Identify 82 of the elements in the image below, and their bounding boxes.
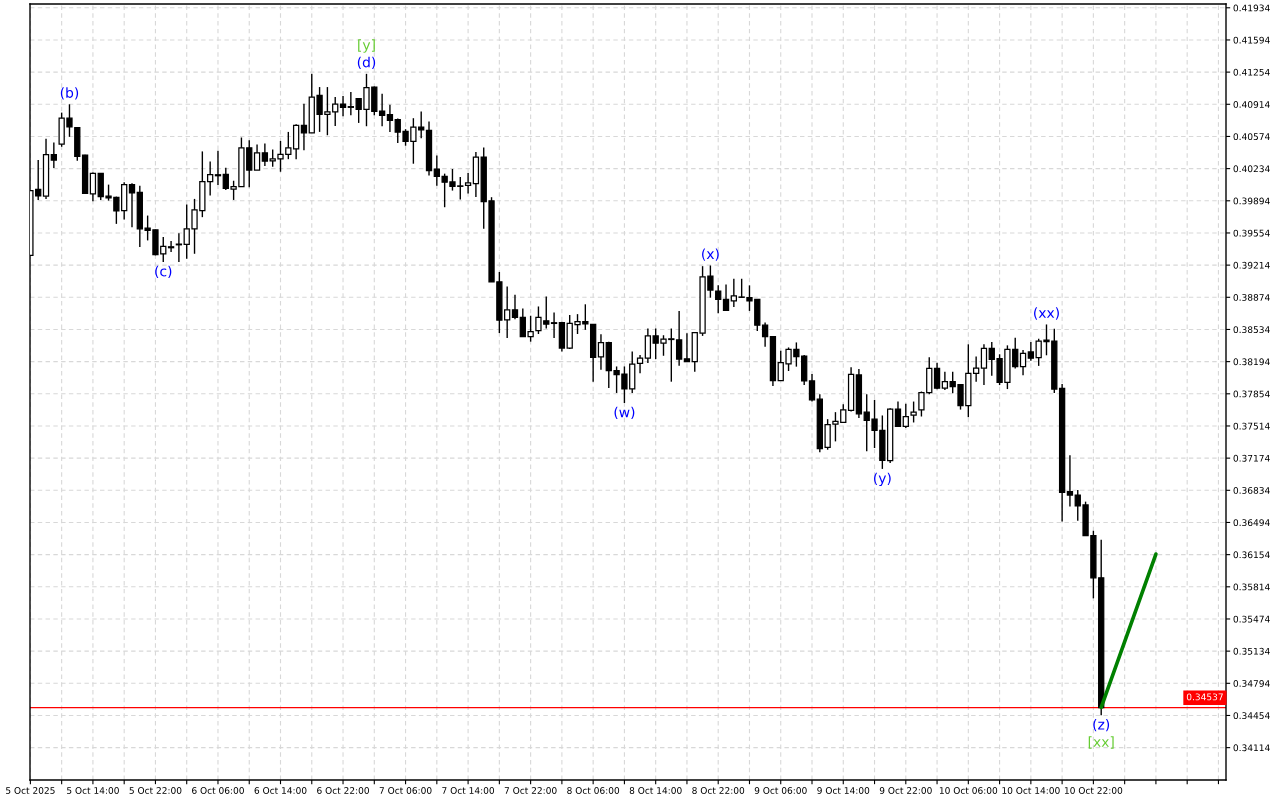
annotation: (b) — [60, 87, 79, 100]
y-tick-label: 0.37514 — [1233, 422, 1270, 430]
candlestick — [339, 95, 347, 117]
y-tick-label: 0.34794 — [1233, 680, 1270, 687]
candlestick — [167, 240, 175, 253]
candlestick — [933, 361, 941, 390]
annotation: [y] — [358, 39, 375, 53]
candlestick — [894, 400, 902, 428]
candlestick — [261, 142, 269, 167]
candlestick — [50, 141, 58, 169]
y-tick-label: 0.38194 — [1233, 358, 1270, 366]
candlestick — [253, 143, 261, 171]
x-tick-label: 9 Oct 14:00 — [817, 787, 870, 794]
candlestick — [808, 373, 816, 403]
x-tick-label: 7 Oct 14:00 — [442, 787, 495, 794]
y-tick-label: 0.36154 — [1233, 551, 1270, 559]
candlestick — [722, 283, 730, 311]
annotation: (z) — [1093, 718, 1110, 732]
x-tick-label: 5 Oct 22:00 — [129, 787, 182, 794]
y-tick-label: 0.38874 — [1233, 294, 1270, 301]
x-tick-label: 9 Oct 22:00 — [879, 787, 932, 794]
x-tick-label: 5 Oct 2025 — [6, 787, 55, 794]
y-tick-label: 0.37854 — [1233, 390, 1270, 398]
candlestick — [550, 311, 558, 339]
candlestick — [386, 103, 394, 133]
candlestick — [89, 171, 97, 202]
candlestick — [128, 182, 136, 228]
candlestick — [214, 150, 222, 186]
y-tick-label: 0.35474 — [1233, 615, 1270, 623]
annotation: (x) — [702, 248, 719, 261]
x-tick-label: 6 Oct 06:00 — [192, 787, 244, 794]
candlestick — [1019, 349, 1027, 376]
y-tick-label: 0.40914 — [1233, 101, 1270, 108]
x-tick-label: 8 Oct 22:00 — [692, 787, 745, 794]
annotation: (w) — [614, 406, 635, 420]
candlestick — [902, 403, 909, 429]
candlestick — [511, 294, 519, 320]
x-tick-label: 10 Oct 06:00 — [939, 787, 998, 794]
candlestick — [1066, 454, 1074, 508]
x-tick-label: 9 Oct 06:00 — [754, 787, 807, 794]
candlestick — [300, 102, 308, 151]
x-tick-label: 10 Oct 14:00 — [1002, 787, 1060, 794]
candlestick — [378, 92, 386, 127]
y-tick-label: 0.36494 — [1233, 519, 1270, 527]
candlestick — [175, 232, 183, 263]
y-tick-label: 0.39214 — [1233, 261, 1270, 269]
annotation: (d) — [357, 56, 376, 70]
y-tick-label: 0.36834 — [1233, 487, 1270, 494]
candlestick — [636, 354, 644, 375]
y-tick-label: 0.41594 — [1233, 36, 1270, 44]
y-tick-label: 0.38534 — [1233, 326, 1270, 334]
y-tick-label: 0.40574 — [1233, 133, 1270, 141]
x-tick-label: 8 Oct 06:00 — [567, 787, 620, 794]
candlestick — [910, 400, 917, 424]
y-tick-label: 0.39554 — [1233, 229, 1270, 237]
y-tick-label: 0.34454 — [1233, 712, 1270, 720]
candlestick — [980, 343, 988, 386]
candlestick — [464, 172, 472, 195]
candlestick — [941, 370, 949, 391]
candlestick — [683, 332, 691, 363]
annotation: (c) — [155, 265, 172, 279]
x-tick-label: 5 Oct 14:00 — [67, 787, 119, 794]
y-tick-label: 0.41254 — [1233, 68, 1270, 76]
x-tick-label: 7 Oct 22:00 — [504, 787, 557, 794]
x-tick-label: 8 Oct 14:00 — [629, 787, 682, 794]
y-tick-label: 0.37174 — [1233, 454, 1270, 462]
y-tick-label: 0.39894 — [1233, 197, 1270, 205]
y-tick-label: 0.35814 — [1233, 583, 1270, 591]
x-tick-label: 10 Oct 22:00 — [1064, 787, 1123, 794]
x-tick-label: 6 Oct 14:00 — [254, 787, 307, 794]
y-tick-label: 0.34114 — [1233, 744, 1270, 752]
ref-line-label: 0.34537 — [1186, 693, 1223, 701]
candlestick — [597, 333, 605, 371]
annotation: (y) — [874, 472, 891, 487]
candlestick — [761, 321, 769, 348]
y-tick-label: 0.41934 — [1233, 4, 1270, 12]
x-tick-label: 7 Oct 06:00 — [379, 787, 432, 794]
annotation: (xx) — [1034, 307, 1059, 320]
y-tick-label: 0.40234 — [1233, 165, 1270, 173]
annotation: [xx] — [1088, 736, 1114, 749]
x-tick-label: 6 Oct 22:00 — [317, 787, 369, 794]
y-tick-label: 0.35134 — [1233, 647, 1270, 655]
